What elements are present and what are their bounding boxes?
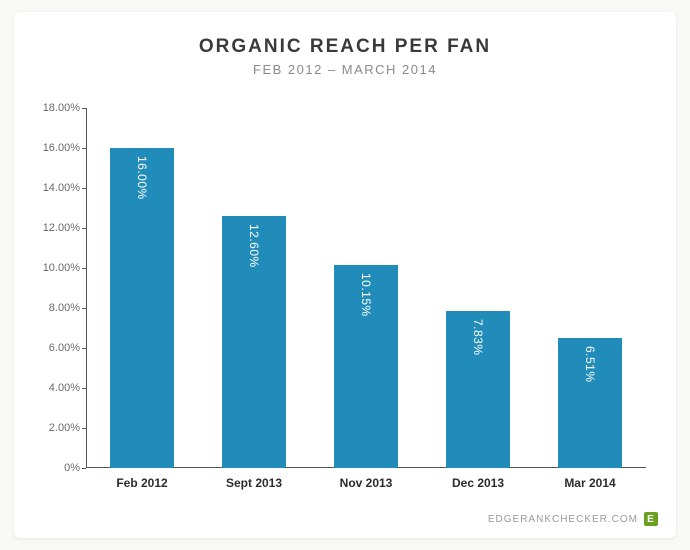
bar-value-label: 12.60% <box>247 224 261 268</box>
bar-value-label: 6.51% <box>583 346 597 383</box>
footer-text: EDGERANKCHECKER.COM <box>488 514 638 525</box>
y-tick-label: 2.00% <box>20 422 80 434</box>
y-tick-label: 14.00% <box>20 182 80 194</box>
y-tick-label: 16.00% <box>20 142 80 154</box>
y-axis-line <box>86 108 87 468</box>
chart-title: ORGANIC REACH PER FAN <box>14 12 676 58</box>
y-tick-mark <box>82 108 86 109</box>
x-category-label: Sept 2013 <box>226 476 282 490</box>
y-tick-mark <box>82 468 86 469</box>
y-tick-label: 10.00% <box>20 262 80 274</box>
y-tick-mark <box>82 268 86 269</box>
y-tick-mark <box>82 308 86 309</box>
chart-subtitle: FEB 2012 – MARCH 2014 <box>14 62 676 77</box>
chart-plot-area: 0%2.00%4.00%6.00%8.00%10.00%12.00%14.00%… <box>86 108 646 468</box>
y-tick-label: 4.00% <box>20 382 80 394</box>
y-tick-mark <box>82 348 86 349</box>
y-tick-label: 8.00% <box>20 302 80 314</box>
bar: 12.60% <box>222 216 287 468</box>
bar: 7.83% <box>446 311 511 468</box>
x-category-label: Dec 2013 <box>452 476 504 490</box>
x-category-label: Nov 2013 <box>340 476 393 490</box>
y-tick-label: 12.00% <box>20 222 80 234</box>
bar: 10.15% <box>334 265 399 468</box>
y-tick-mark <box>82 428 86 429</box>
y-tick-mark <box>82 388 86 389</box>
bar: 16.00% <box>110 148 175 468</box>
y-tick-label: 6.00% <box>20 342 80 354</box>
x-category-label: Mar 2014 <box>564 476 615 490</box>
bar-value-label: 10.15% <box>359 273 373 317</box>
footer: EDGERANKCHECKER.COM E <box>488 512 658 526</box>
y-tick-mark <box>82 188 86 189</box>
x-category-label: Feb 2012 <box>116 476 167 490</box>
bar-value-label: 16.00% <box>135 156 149 200</box>
bar: 6.51% <box>558 338 623 468</box>
y-tick-mark <box>82 148 86 149</box>
chart-card: ORGANIC REACH PER FAN FEB 2012 – MARCH 2… <box>14 12 676 538</box>
y-tick-label: 0% <box>20 462 80 474</box>
footer-badge-icon: E <box>644 512 658 526</box>
y-tick-label: 18.00% <box>20 102 80 114</box>
y-tick-mark <box>82 228 86 229</box>
bar-value-label: 7.83% <box>471 319 485 356</box>
